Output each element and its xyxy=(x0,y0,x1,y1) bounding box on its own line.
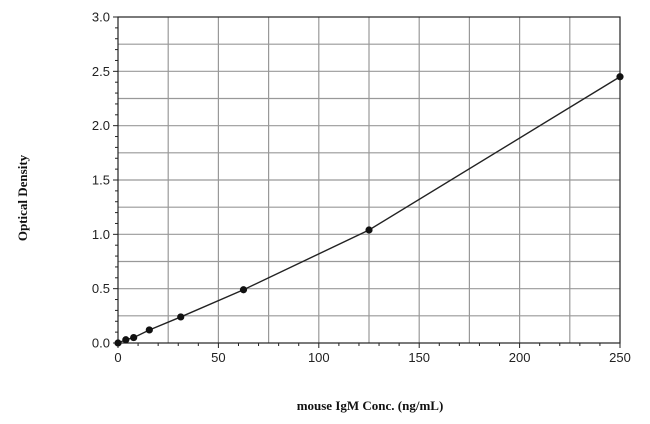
y-axis-label: Optical Density xyxy=(15,154,30,241)
data-point xyxy=(177,313,185,321)
y-tick-label: 1.0 xyxy=(92,227,110,242)
data-point xyxy=(239,286,248,294)
y-tick-label: 2.0 xyxy=(92,118,110,133)
y-tick-label: 0.5 xyxy=(92,281,110,296)
y-tick-label: 3.0 xyxy=(92,10,110,25)
x-tick-label: 200 xyxy=(509,350,531,365)
grid-lines xyxy=(118,17,620,343)
data-points xyxy=(114,73,624,347)
y-axis-ticks: 0.0 0.5 1.0 1.5 2.0 2.5 3.0 xyxy=(92,10,118,351)
x-axis-label: mouse IgM Conc. (ng/mL) xyxy=(297,398,444,413)
y-tick-label: 1.5 xyxy=(92,173,110,188)
data-point xyxy=(114,339,122,347)
data-point xyxy=(122,336,130,344)
data-point xyxy=(145,326,153,334)
data-point xyxy=(365,226,373,234)
x-tick-label: 100 xyxy=(308,350,330,365)
data-point xyxy=(616,73,624,81)
x-axis-ticks: 0 50 100 150 200 250 xyxy=(114,343,631,365)
data-point xyxy=(130,333,138,342)
x-tick-label: 250 xyxy=(609,350,631,365)
y-tick-label: 0.0 xyxy=(92,336,110,351)
x-tick-label: 150 xyxy=(408,350,430,365)
y-tick-label: 2.5 xyxy=(92,64,110,79)
x-tick-label: 0 xyxy=(114,350,121,365)
x-tick-label: 50 xyxy=(211,350,225,365)
